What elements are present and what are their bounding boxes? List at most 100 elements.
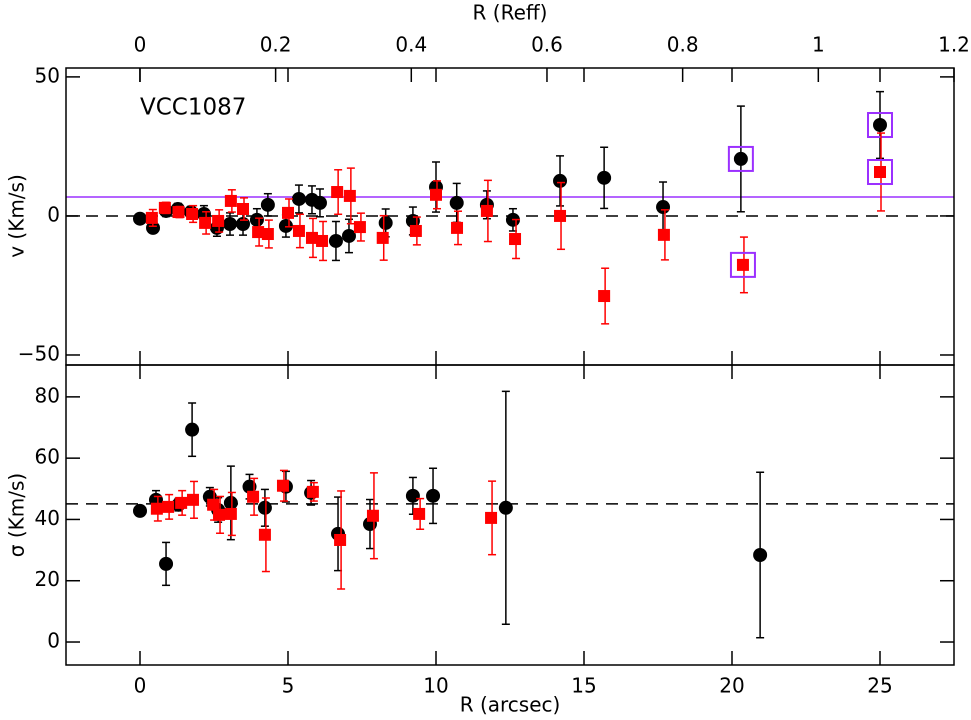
- y-tick-label: −50: [18, 341, 60, 365]
- point: [736, 258, 749, 271]
- point: [353, 221, 366, 234]
- x2-tick-label: 1.2: [938, 33, 970, 57]
- point: [598, 290, 611, 303]
- y-tick-label: 0: [47, 202, 60, 226]
- point: [150, 502, 163, 515]
- point: [449, 195, 464, 210]
- x2-tick-label: 0.8: [667, 33, 699, 57]
- point: [185, 422, 200, 437]
- plot-frame: [65, 364, 955, 666]
- y-axis-title: σ (Km/s): [5, 473, 29, 557]
- point: [222, 217, 237, 232]
- x-tick-label: 0: [134, 674, 147, 698]
- highlight-box: [867, 159, 893, 186]
- point: [413, 507, 426, 520]
- point: [249, 212, 264, 227]
- point: [278, 218, 293, 233]
- point: [133, 211, 147, 226]
- x2-tick-label: 0: [134, 33, 147, 57]
- point: [378, 215, 393, 230]
- point: [753, 547, 768, 562]
- x-tick-label: 25: [867, 674, 892, 698]
- y-tick-label: 40: [35, 506, 60, 530]
- point: [260, 197, 275, 212]
- point: [334, 533, 347, 546]
- highlight-box: [727, 145, 754, 172]
- x-axis-title: R (arcsec): [460, 693, 561, 717]
- point: [328, 233, 343, 248]
- point: [341, 228, 356, 243]
- point: [426, 488, 441, 503]
- point: [554, 209, 567, 222]
- point: [186, 207, 199, 220]
- top-axis-title: R (Reff): [473, 1, 548, 25]
- x2-tick-label: 0.6: [531, 33, 563, 57]
- x2-tick-label: 0.2: [260, 33, 292, 57]
- point: [553, 173, 568, 188]
- y-axis-title: v (Km/s): [5, 174, 29, 258]
- point: [480, 204, 493, 217]
- point: [133, 503, 147, 518]
- y-tick-label: 50: [35, 63, 60, 87]
- point: [509, 233, 522, 246]
- x-tick-label: 10: [423, 674, 448, 698]
- x-tick-label: 15: [571, 674, 596, 698]
- point: [172, 206, 185, 219]
- point: [145, 211, 158, 224]
- point: [451, 221, 464, 234]
- point: [175, 496, 188, 509]
- y-tick-label: 80: [35, 383, 60, 407]
- x2-tick-label: 0.4: [395, 33, 427, 57]
- point: [212, 214, 225, 227]
- point: [162, 500, 175, 513]
- x-tick-label: 20: [719, 674, 744, 698]
- point: [657, 228, 670, 241]
- x-tick-label: 5: [282, 674, 295, 698]
- point: [236, 217, 251, 232]
- point: [409, 224, 422, 237]
- point: [306, 485, 319, 498]
- point: [158, 201, 171, 214]
- point: [597, 170, 612, 185]
- point: [316, 234, 329, 247]
- point: [305, 231, 318, 244]
- point: [343, 189, 356, 202]
- point: [242, 479, 257, 494]
- y-tick-label: 0: [47, 629, 60, 653]
- point: [656, 200, 671, 215]
- point: [291, 191, 306, 206]
- y-tick-label: 20: [35, 567, 60, 591]
- point: [485, 511, 498, 524]
- x2-tick-label: 1: [812, 33, 825, 57]
- point: [292, 224, 305, 237]
- point: [258, 528, 271, 541]
- point: [146, 220, 161, 235]
- y-tick-label: 60: [35, 445, 60, 469]
- point: [430, 188, 442, 201]
- point: [331, 186, 344, 199]
- point: [207, 498, 220, 511]
- highlight-box: [729, 251, 756, 278]
- point: [224, 194, 237, 207]
- point: [376, 231, 389, 244]
- point: [159, 556, 174, 571]
- point: [224, 507, 237, 520]
- highlight-box: [867, 112, 893, 139]
- point: [276, 479, 289, 492]
- point: [247, 490, 260, 503]
- point: [213, 508, 226, 521]
- point: [405, 488, 420, 503]
- point: [186, 493, 199, 506]
- point: [261, 228, 274, 241]
- point: [223, 495, 238, 510]
- point: [733, 151, 748, 166]
- point: [498, 500, 513, 515]
- point: [366, 509, 379, 522]
- point: [252, 226, 265, 239]
- point: [257, 500, 272, 515]
- point: [874, 166, 886, 179]
- point: [873, 118, 887, 133]
- point: [312, 195, 327, 210]
- point: [282, 206, 294, 219]
